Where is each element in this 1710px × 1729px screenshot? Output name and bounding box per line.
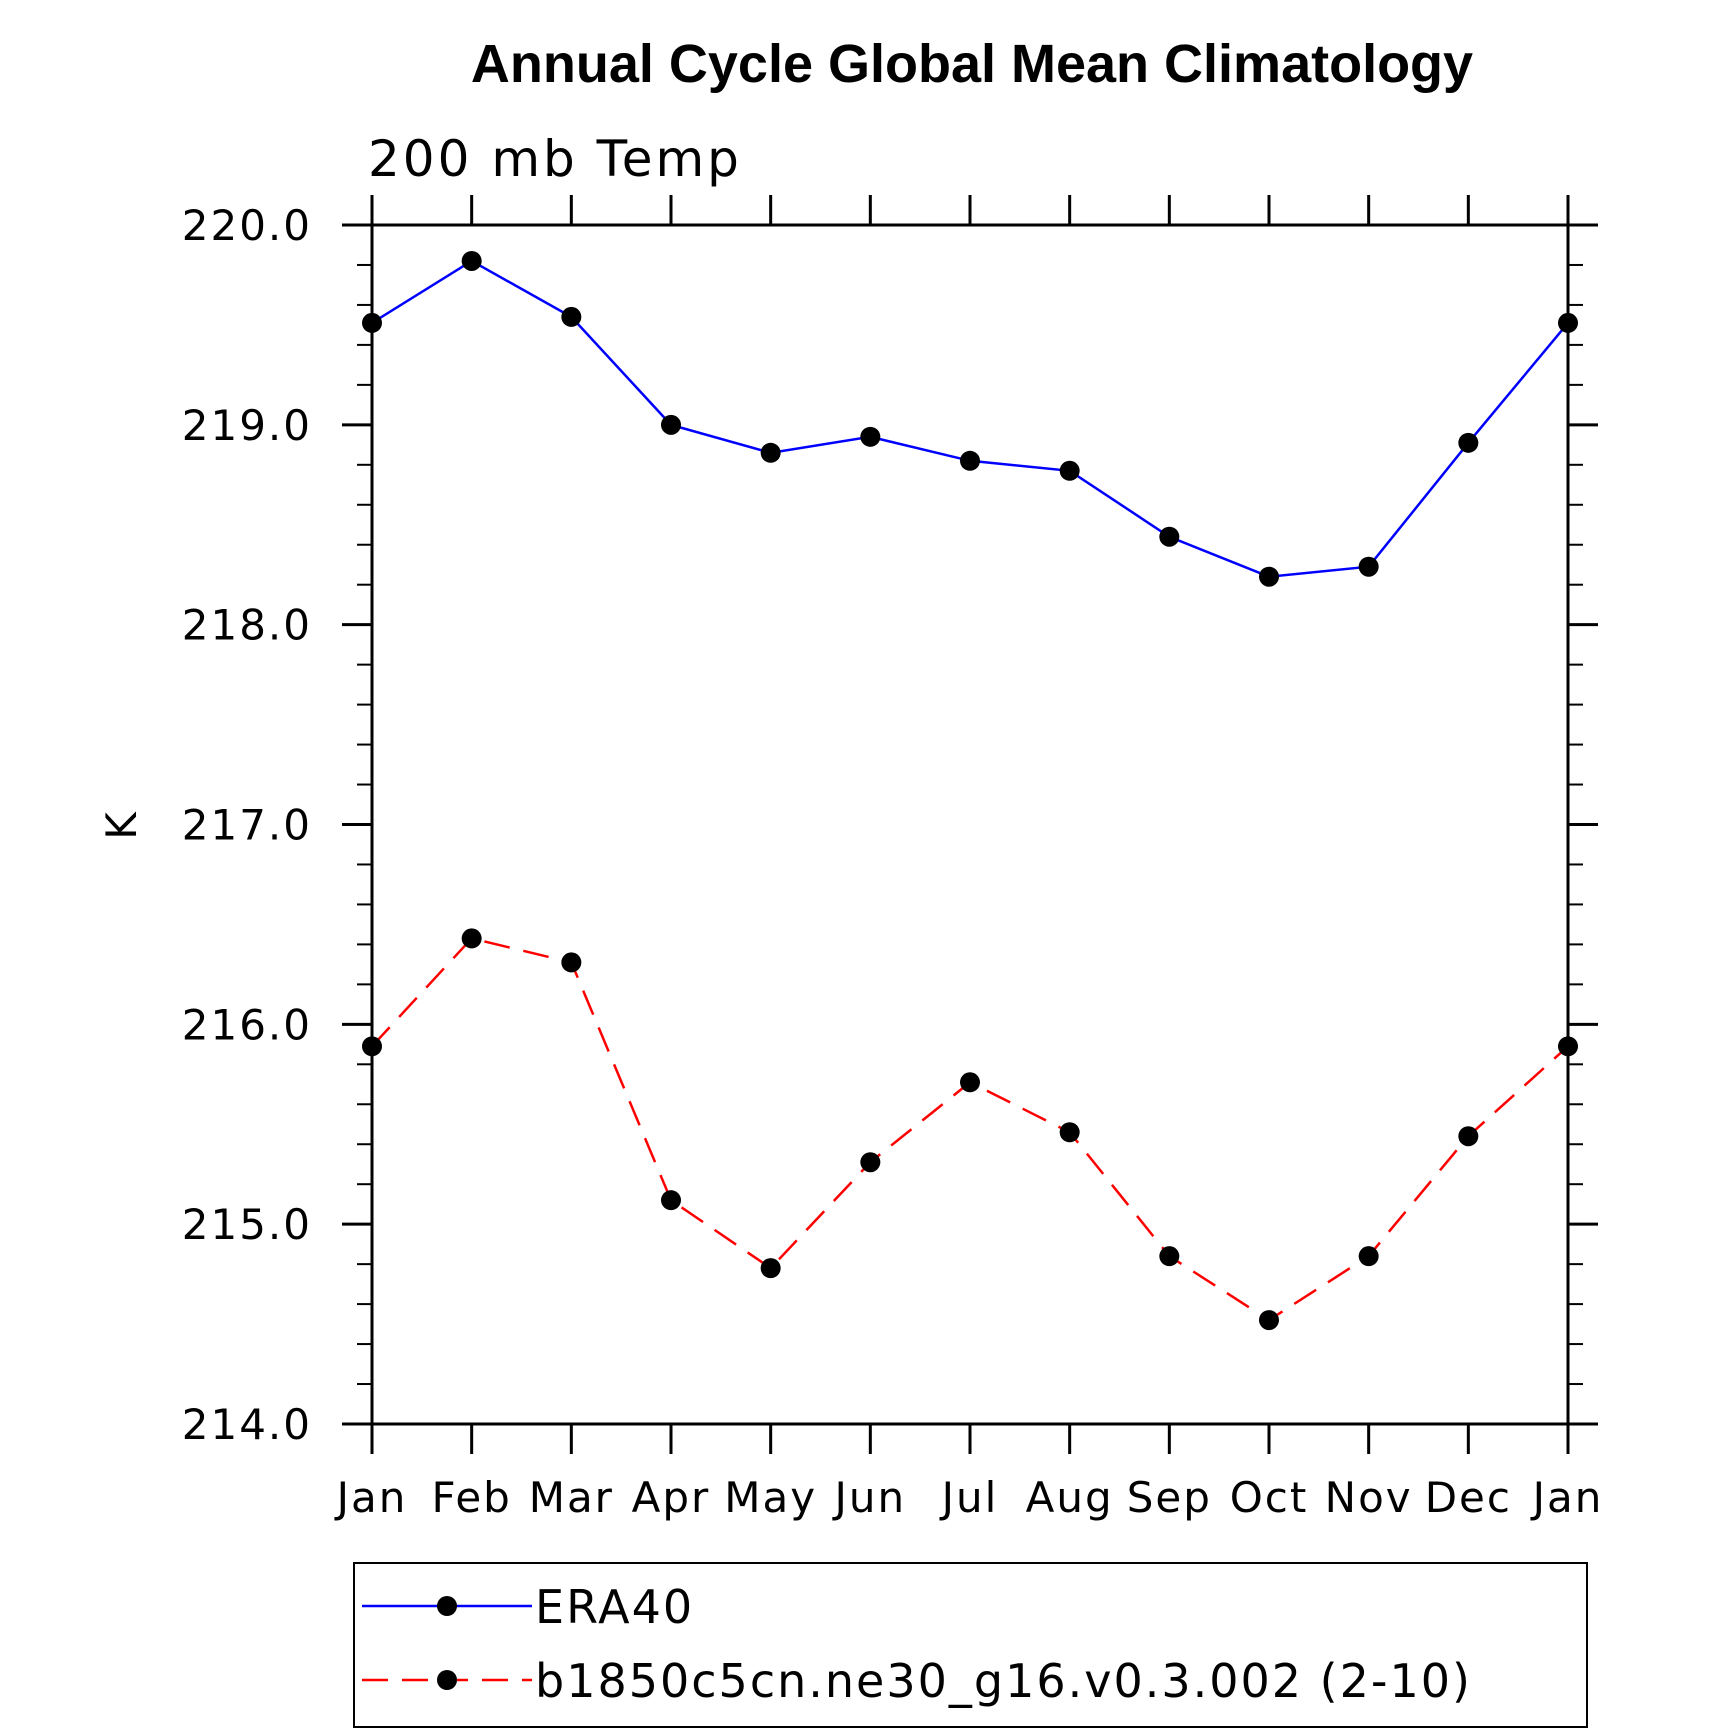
series-layer — [362, 250, 1578, 1331]
data-point — [960, 450, 980, 471]
chart-subtitle: 200 mb Temp — [368, 130, 742, 188]
x-tick-label: Apr — [632, 1473, 711, 1522]
legend-box — [353, 1562, 1588, 1728]
series-2 — [362, 928, 1578, 1331]
data-point — [661, 1190, 681, 1211]
x-tick-label: Jan — [334, 1473, 408, 1522]
axes: Jan Feb Mar Apr May Jun Jul Aug Sep Oct Nov Dec Jan 2… — [182, 195, 1604, 1522]
x-tick-label: Dec — [1425, 1473, 1512, 1522]
x-tick-label: Nov — [1325, 1473, 1413, 1522]
data-point — [860, 426, 881, 447]
data-point — [362, 1036, 382, 1057]
x-tick-label: May — [724, 1473, 817, 1522]
legend-item: ERA40 — [362, 1580, 694, 1634]
data-point — [860, 1152, 881, 1173]
legend: ERA40 b1850c5cn.ne30_g16.v0.3.002 (2-10) — [362, 1580, 1472, 1708]
data-point — [760, 442, 781, 463]
data-point — [1458, 432, 1479, 453]
x-tick-label: Oct — [1230, 1473, 1309, 1522]
data-point — [1558, 312, 1578, 333]
x-tick-label: Jan — [1530, 1473, 1604, 1522]
data-point — [1159, 526, 1180, 547]
x-tick-label: Aug — [1026, 1473, 1114, 1522]
legend-item: b1850c5cn.ne30_g16.v0.3.002 (2-10) — [362, 1654, 1472, 1708]
y-tick-label: 215.0 — [182, 1200, 312, 1249]
data-point — [1358, 556, 1379, 577]
data-point — [760, 1258, 781, 1279]
data-point — [362, 312, 382, 333]
plot-frame — [370, 223, 1570, 1426]
x-tick-label: Sep — [1127, 1473, 1212, 1522]
legend-label: ERA40 — [535, 1580, 694, 1634]
series-line — [371, 259, 1569, 578]
legend-marker — [437, 1670, 457, 1690]
data-point — [1558, 1036, 1578, 1057]
data-point — [960, 1072, 980, 1093]
x-tick-label: Jun — [832, 1473, 907, 1522]
data-point — [561, 952, 582, 973]
series-1 — [362, 250, 1578, 587]
series-line — [371, 937, 1569, 1322]
data-point — [561, 306, 582, 327]
legend-marker — [437, 1596, 457, 1616]
data-point — [1458, 1126, 1479, 1147]
data-point — [461, 250, 482, 271]
y-axis-label: K — [97, 811, 146, 840]
y-tick-label: 220.0 — [182, 201, 312, 250]
y-tick-label: 219.0 — [182, 401, 312, 450]
x-tick-label: Mar — [529, 1473, 614, 1522]
data-point — [1259, 566, 1279, 587]
data-point — [661, 414, 681, 435]
y-tick-label: 217.0 — [182, 801, 312, 850]
data-point — [1059, 1122, 1080, 1143]
x-tick-label: Jul — [939, 1473, 999, 1522]
y-tick-label: 218.0 — [182, 601, 312, 650]
data-point — [1358, 1246, 1379, 1267]
data-point — [1059, 460, 1080, 481]
data-point — [1259, 1310, 1279, 1331]
data-point — [1159, 1246, 1180, 1267]
y-tick-label: 214.0 — [182, 1400, 312, 1449]
y-tick-label: 216.0 — [182, 1000, 312, 1049]
legend-label: b1850c5cn.ne30_g16.v0.3.002 (2-10) — [535, 1654, 1472, 1708]
data-point — [461, 928, 482, 949]
chart-title: Annual Cycle Global Mean Climatology — [471, 34, 1473, 94]
x-tick-label: Feb — [431, 1473, 511, 1522]
